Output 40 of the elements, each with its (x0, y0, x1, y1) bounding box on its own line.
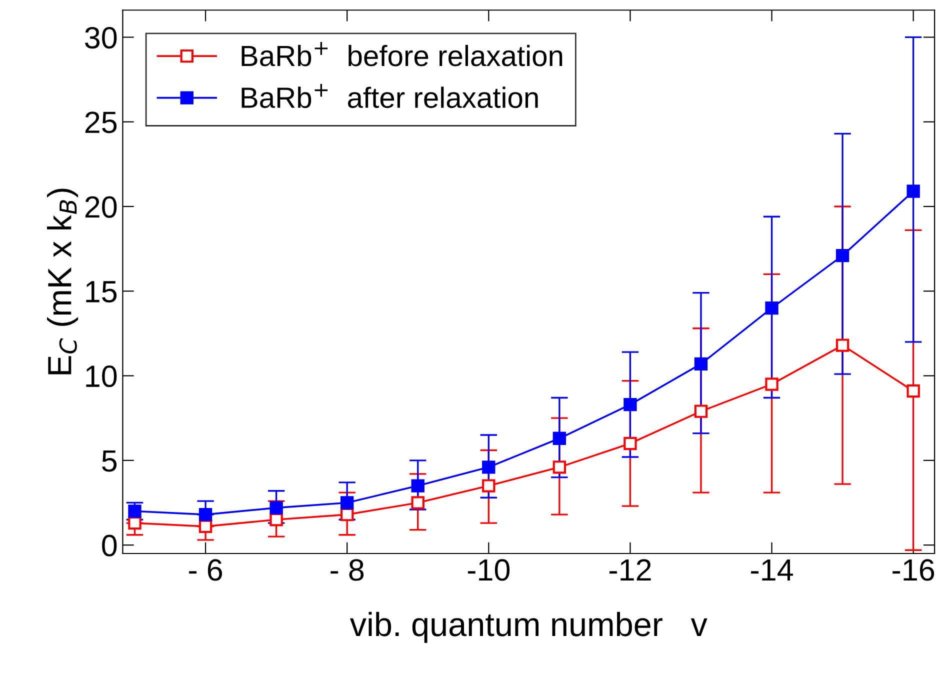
y-axis-title: E$_{C}$ (mK x k$_{B}$) (46, 188, 78, 374)
x-tick-label: -16 (892, 559, 934, 581)
point (906, 184, 920, 198)
point (694, 357, 708, 371)
x-tick-label: -12 (609, 559, 651, 581)
point (552, 432, 566, 445)
point (906, 384, 920, 398)
point (270, 513, 283, 526)
y-tick-label: 20 (85, 196, 117, 218)
y-tick-label: 15 (86, 281, 117, 302)
x-axis-title: vib. quantum number v (350, 612, 708, 643)
y-tick-label: 5 (102, 450, 117, 472)
y-tick-label: 25 (85, 112, 117, 134)
legend-label: BaRb$^{+}$ before relaxation (242, 42, 562, 66)
x-tick-label: -14 (751, 559, 793, 581)
point (836, 338, 850, 352)
point (624, 398, 637, 412)
point (270, 501, 283, 514)
point (482, 460, 496, 474)
x-tick-label: - 8 (330, 559, 364, 581)
point (128, 504, 142, 518)
point (411, 496, 424, 510)
legend-label: BaRb$^{+}$ after relaxation (242, 84, 538, 108)
point (128, 516, 142, 530)
point (340, 496, 354, 510)
point (411, 479, 424, 492)
point (624, 436, 637, 450)
y-tick-label: 0 (102, 534, 117, 556)
point (552, 460, 566, 474)
x-tick-label: -10 (468, 559, 510, 581)
point (694, 404, 708, 418)
y-tick-label: 30 (85, 26, 117, 49)
point (765, 301, 778, 315)
point (198, 520, 212, 534)
point (836, 248, 850, 262)
point (765, 378, 778, 391)
point (482, 479, 496, 492)
y-tick-label: 10 (86, 365, 117, 388)
point (198, 508, 212, 522)
x-tick-label: - 6 (189, 559, 222, 581)
